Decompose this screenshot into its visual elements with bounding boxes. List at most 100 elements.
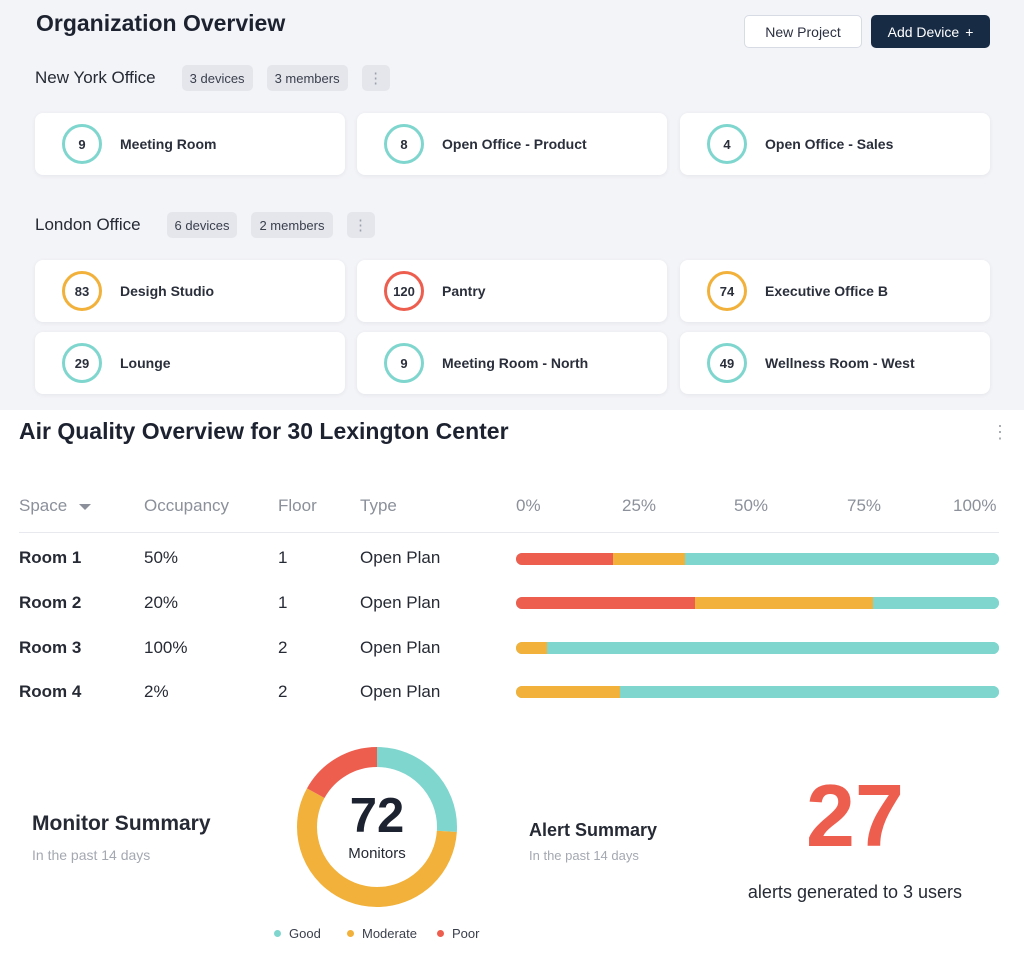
devices-count-badge: 6 devices xyxy=(166,212,238,238)
cell-floor: 1 xyxy=(278,593,288,612)
air-quality-ring: 120 xyxy=(384,271,424,311)
room-name: Open Office - Sales xyxy=(765,136,894,152)
air-quality-ring: 29 xyxy=(62,343,102,383)
air-quality-ring: 9 xyxy=(62,124,102,164)
room-name: Meeting Room xyxy=(120,136,217,152)
more-options-icon[interactable]: ⋮ xyxy=(991,422,1009,442)
bar-segment-poor xyxy=(516,553,613,565)
air-quality-bar xyxy=(516,553,999,565)
monitor-summary-subtitle: In the past 14 days xyxy=(32,847,151,863)
room-name: Wellness Room - West xyxy=(765,355,915,371)
room-card[interactable]: 49 Wellness Room - West xyxy=(680,332,990,394)
legend-item-good: Good xyxy=(274,926,321,941)
bar-segment-good xyxy=(547,642,999,654)
room-card[interactable]: 29 Lounge xyxy=(35,332,345,394)
donut-segment-moderate xyxy=(297,747,457,907)
cell-space: Room 4 xyxy=(19,682,82,701)
cell-type: Open Plan xyxy=(360,548,441,567)
room-card[interactable]: 83 Desigh Studio xyxy=(35,260,345,322)
room-card[interactable]: 4 Open Office - Sales xyxy=(680,113,990,175)
add-device-label: Add Device xyxy=(887,23,960,40)
room-name: Lounge xyxy=(120,355,171,371)
cell-floor: 2 xyxy=(278,638,288,657)
monitor-count: 72 xyxy=(349,789,405,843)
new-project-button[interactable]: New Project xyxy=(744,15,862,48)
scale-label: 25% xyxy=(622,496,657,515)
more-options-icon[interactable]: ⋮ xyxy=(346,212,375,238)
cell-space: Room 3 xyxy=(19,638,82,657)
legend-label: Moderate xyxy=(362,926,417,941)
air-quality-bar xyxy=(516,642,999,654)
cell-floor: 1 xyxy=(278,548,288,567)
room-card[interactable]: 74 Executive Office B xyxy=(680,260,990,322)
room-card[interactable]: 8 Open Office - Product xyxy=(357,113,667,175)
legend-item-poor: Poor xyxy=(437,926,479,941)
column-header-type: Type xyxy=(360,496,397,515)
add-device-button[interactable]: Add Device + xyxy=(871,15,990,48)
air-quality-title: Air Quality Overview for 30 Lexington Ce… xyxy=(19,418,509,444)
organization-overview-panel: Organization Overview New Project Add De… xyxy=(0,0,1024,410)
legend-dot-icon xyxy=(274,930,281,937)
page-title: Organization Overview xyxy=(36,10,286,36)
air-quality-ring: 83 xyxy=(62,271,102,311)
office-name: New York Office xyxy=(35,68,156,87)
plus-icon: + xyxy=(965,23,974,40)
alerts-count: 27 xyxy=(806,766,904,865)
legend-label: Poor xyxy=(452,926,480,941)
devices-count-badge: 3 devices xyxy=(181,65,253,91)
scale-label: 50% xyxy=(734,496,769,515)
cell-occupancy: 20% xyxy=(144,593,179,612)
table-divider xyxy=(19,532,999,533)
room-card[interactable]: 9 Meeting Room - North xyxy=(357,332,667,394)
alert-summary-subtitle: In the past 14 days xyxy=(529,848,639,863)
monitor-summary-title: Monitor Summary xyxy=(32,812,211,835)
cell-occupancy: 100% xyxy=(144,638,188,657)
air-quality-ring: 74 xyxy=(707,271,747,311)
air-quality-ring: 4 xyxy=(707,124,747,164)
cell-type: Open Plan xyxy=(360,593,441,612)
legend-item-moderate: Moderate xyxy=(347,926,417,941)
bar-segment-good xyxy=(619,686,999,698)
sort-caret-icon xyxy=(79,503,92,510)
room-name: Desigh Studio xyxy=(120,283,215,299)
alerts-description: alerts generated to 3 users xyxy=(747,882,963,902)
legend-dot-icon xyxy=(347,930,354,937)
cell-space: Room 1 xyxy=(19,548,82,567)
bar-segment-good xyxy=(685,553,999,565)
cell-type: Open Plan xyxy=(360,638,441,657)
cell-space: Room 2 xyxy=(19,593,82,612)
members-count-badge: 3 members xyxy=(266,65,348,91)
monitor-count-label: Monitors xyxy=(348,845,406,862)
room-name: Open Office - Product xyxy=(442,136,587,152)
alert-summary-title: Alert Summary xyxy=(529,820,658,840)
column-header-occupancy: Occupancy xyxy=(144,496,230,515)
scale-label: 0% xyxy=(516,496,541,515)
column-label: Space xyxy=(19,496,68,515)
room-card[interactable]: 9 Meeting Room xyxy=(35,113,345,175)
bar-segment-moderate xyxy=(694,597,874,609)
bar-segment-good xyxy=(873,597,999,609)
bar-segment-poor xyxy=(516,597,695,609)
members-count-badge: 2 members xyxy=(251,212,333,238)
cell-type: Open Plan xyxy=(360,682,441,701)
scale-label: 100% xyxy=(953,496,997,515)
more-options-icon[interactable]: ⋮ xyxy=(361,65,390,91)
room-name: Meeting Room - North xyxy=(442,355,589,371)
legend-dot-icon xyxy=(437,930,444,937)
column-header-space[interactable]: Space xyxy=(19,496,92,516)
air-quality-bar xyxy=(516,686,999,698)
cell-floor: 2 xyxy=(278,682,288,701)
bar-segment-moderate xyxy=(516,642,548,654)
room-card[interactable]: 120 Pantry xyxy=(357,260,667,322)
cell-occupancy: 2% xyxy=(144,682,169,701)
office-header-new-york: New York Office 3 devices 3 members ⋮ xyxy=(35,65,390,91)
air-quality-ring: 9 xyxy=(384,343,424,383)
air-quality-ring: 49 xyxy=(707,343,747,383)
donut-segment-poor xyxy=(297,747,457,907)
office-name: London Office xyxy=(35,215,141,234)
column-header-floor: Floor xyxy=(278,496,317,515)
room-name: Executive Office B xyxy=(765,283,888,299)
bar-segment-moderate xyxy=(516,686,620,698)
cell-occupancy: 50% xyxy=(144,548,179,567)
scale-label: 75% xyxy=(847,496,882,515)
